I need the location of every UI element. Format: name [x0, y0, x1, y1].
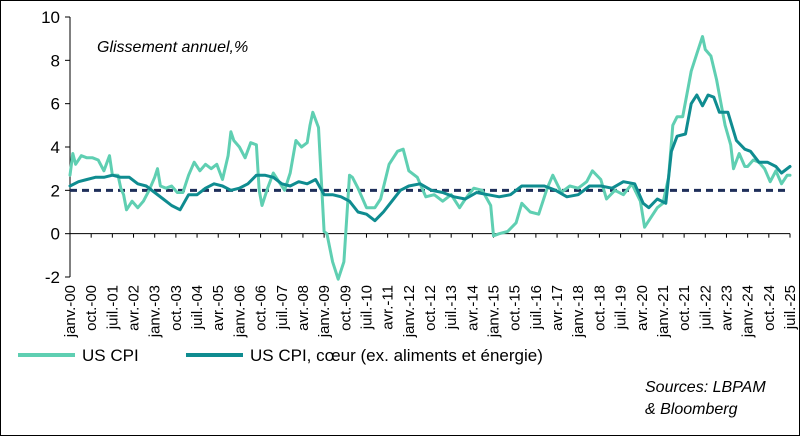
x-tick-label: janv.-18: [570, 285, 587, 338]
x-tick-label: juil.-25: [782, 285, 799, 330]
y-tick-label: 10: [41, 8, 60, 27]
x-tick-label: juil.-01: [104, 285, 121, 330]
legend-label-us-cpi: US CPI: [82, 346, 139, 365]
x-tick-label: oct.-06: [253, 285, 270, 331]
chart-subtitle: Glissement annuel,%: [97, 39, 248, 56]
x-tick-label: juil.-13: [443, 285, 460, 330]
y-axis: -2 0 2 4 6 8 10: [41, 8, 71, 287]
x-tick-label: oct.-09: [337, 285, 354, 331]
x-tick-label: avr.-17: [549, 285, 566, 331]
x-tick-label: avr.-08: [295, 285, 312, 331]
y-tick-label: 2: [51, 181, 60, 200]
us-cpi-line: [68, 35, 792, 281]
y-tick-label: -2: [45, 268, 60, 287]
x-tick-label: janv.-06: [231, 285, 248, 338]
x-tick-label: avr.-02: [126, 285, 143, 331]
x-tick-label: oct.-15: [507, 285, 524, 331]
y-tick-label: 8: [51, 51, 60, 70]
x-tick-label: janv.-09: [316, 285, 333, 338]
source-line-2: & Bloomberg: [645, 401, 738, 418]
legend: US CPI US CPI, cœur (ex. aliments et éne…: [18, 346, 543, 365]
x-tick-label: oct.-21: [676, 285, 693, 331]
x-tick-label: oct.-03: [168, 285, 185, 331]
x-tick-label: avr.-23: [718, 285, 735, 331]
x-tick-label: avr.-14: [464, 285, 481, 331]
x-tick-label: janv.-00: [62, 285, 79, 338]
x-tick-label: avr.-20: [634, 285, 651, 331]
x-tick-label: juil.-04: [189, 285, 206, 330]
us-core-cpi-line: [68, 93, 792, 223]
series-group: [68, 35, 792, 281]
x-tick-label: oct.-18: [591, 285, 608, 331]
x-tick-label: juil.-16: [528, 285, 545, 330]
x-tick-label: janv.-24: [740, 285, 757, 338]
x-tick-label: oct.-24: [761, 285, 778, 331]
x-tick-label: juil.-22: [697, 285, 714, 330]
legend-label-us-core-cpi: US CPI, cœur (ex. aliments et énergie): [250, 346, 543, 365]
x-tick-label: avr.-11: [380, 285, 397, 330]
x-tick-label: juil.-07: [274, 285, 291, 330]
x-axis: janv.-00 oct.-00 juil.-01 avr.-02 janv.-03 oc…: [62, 233, 799, 338]
x-tick-label: avr.-05: [210, 285, 227, 331]
x-tick-label: janv.-12: [401, 285, 418, 338]
x-tick-label: oct.-12: [422, 285, 439, 331]
y-tick-label: 6: [51, 95, 60, 114]
x-tick-label: oct.-00: [83, 285, 100, 331]
x-tick-label: juil.-10: [358, 285, 375, 330]
x-tick-label: janv.-15: [486, 285, 503, 338]
x-tick-label: janv.-03: [147, 285, 164, 338]
x-tick-label: juil.-19: [613, 285, 630, 330]
y-tick-label: 0: [51, 225, 60, 244]
source-line-1: Sources: LBPAM: [645, 379, 766, 396]
y-tick-label: 4: [51, 138, 60, 157]
x-tick-label: janv.-21: [655, 285, 672, 338]
